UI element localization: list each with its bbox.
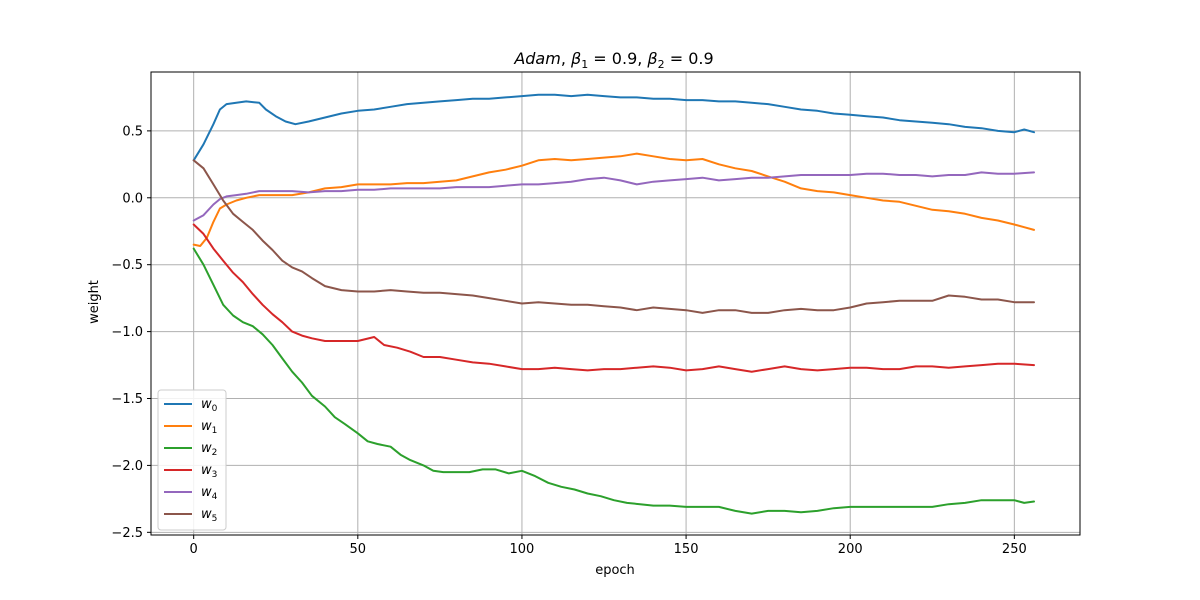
series-line-w4 [192,171,1035,222]
x-axis-ticks: 0 50 100 150 200 250 [190,535,1027,557]
y-tick-label: −1.5 [111,392,143,407]
series-lines [192,93,1035,515]
x-tick-label: 150 [674,542,699,557]
y-tick-label: −2.5 [111,526,143,541]
legend-label-w5: w5 [201,507,217,524]
x-tick-label: 250 [1002,542,1027,557]
y-axis-label: weight [87,280,102,324]
series-line-w2 [192,247,1035,515]
legend-label-w4: w4 [201,485,218,502]
plot-area-frame [150,71,1081,536]
chart-title: Adam, β1 = 0.9, β2 = 0.9 [513,49,713,71]
legend-label-w2: w2 [201,441,217,458]
series-line-w1 [192,152,1035,247]
legend-label-w0: w0 [201,397,218,414]
legend: w0 w1 w2 w3 w4 w5 [157,389,227,531]
x-tick-label: 0 [190,542,198,557]
y-tick-label: −1.0 [111,325,143,340]
y-tick-label: 0.0 [122,191,143,206]
y-tick-label: −0.5 [111,258,143,273]
x-axis-label: epoch [595,563,635,578]
series-line-w5 [192,159,1035,314]
legend-label-w1: w1 [201,419,217,436]
x-tick-label: 100 [510,542,535,557]
series-line-w0 [192,93,1035,162]
y-tick-label: 0.5 [122,124,143,139]
legend-label-w3: w3 [201,463,217,480]
x-tick-label: 50 [350,542,367,557]
series-line-w3 [192,223,1035,373]
y-tick-label: −2.0 [111,459,143,474]
x-tick-label: 200 [838,542,863,557]
y-axis-ticks: −2.5 −2.0 −1.5 −1.0 −0.5 0.0 0.5 [111,124,151,541]
